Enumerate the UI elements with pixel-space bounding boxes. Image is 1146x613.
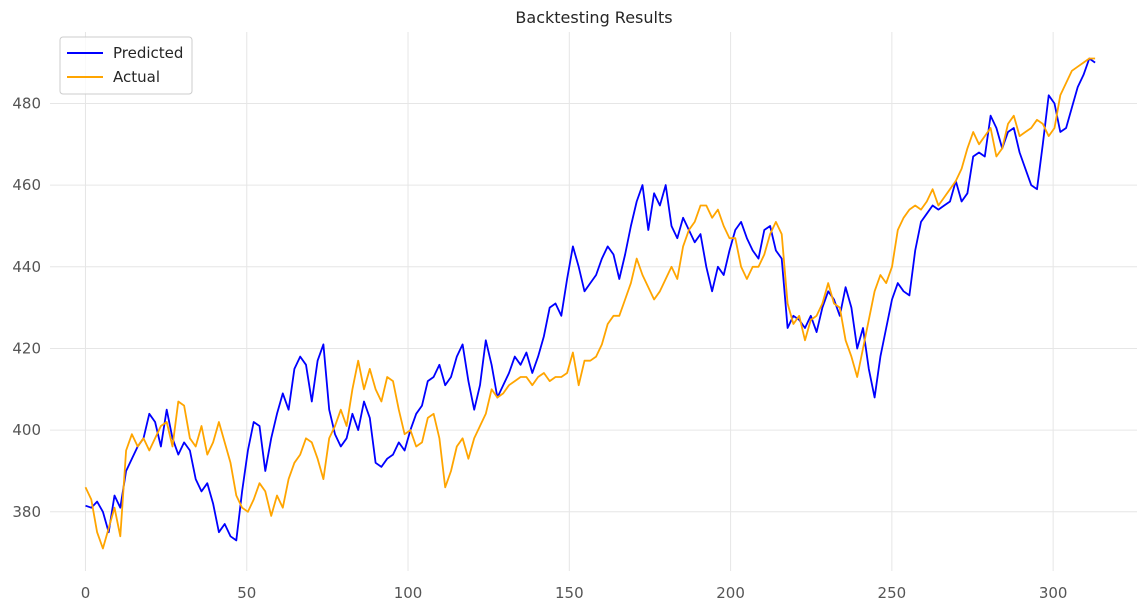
x-tick-label: 150 [555,584,584,602]
y-tick-label: 480 [12,94,41,112]
series-lines [84,57,1096,550]
x-tick-label: 300 [1039,584,1068,602]
y-tick-label: 440 [12,258,41,276]
x-tick-label: 50 [237,584,256,602]
legend-box [59,36,193,95]
x-tick-label: 200 [716,584,745,602]
x-tick-label: 0 [81,584,91,602]
legend: Predicted Actual [59,36,193,95]
tick-labels: 0 50 100 150 200 250 300 380 400 420 440 460 480 [12,94,1067,602]
y-tick-label: 420 [12,339,41,357]
y-tick-label: 460 [12,176,41,194]
y-tick-label: 380 [12,503,41,521]
x-tick-label: 100 [394,584,423,602]
x-tick-label: 250 [878,584,907,602]
series-line-predicted [85,57,1096,542]
chart-title: Backtesting Results [515,8,672,27]
series-line-actual [84,57,1096,550]
y-tick-label: 400 [12,421,41,439]
grid [50,32,1137,571]
legend-label-actual: Actual [113,68,160,86]
legend-label-predicted: Predicted [113,44,183,62]
